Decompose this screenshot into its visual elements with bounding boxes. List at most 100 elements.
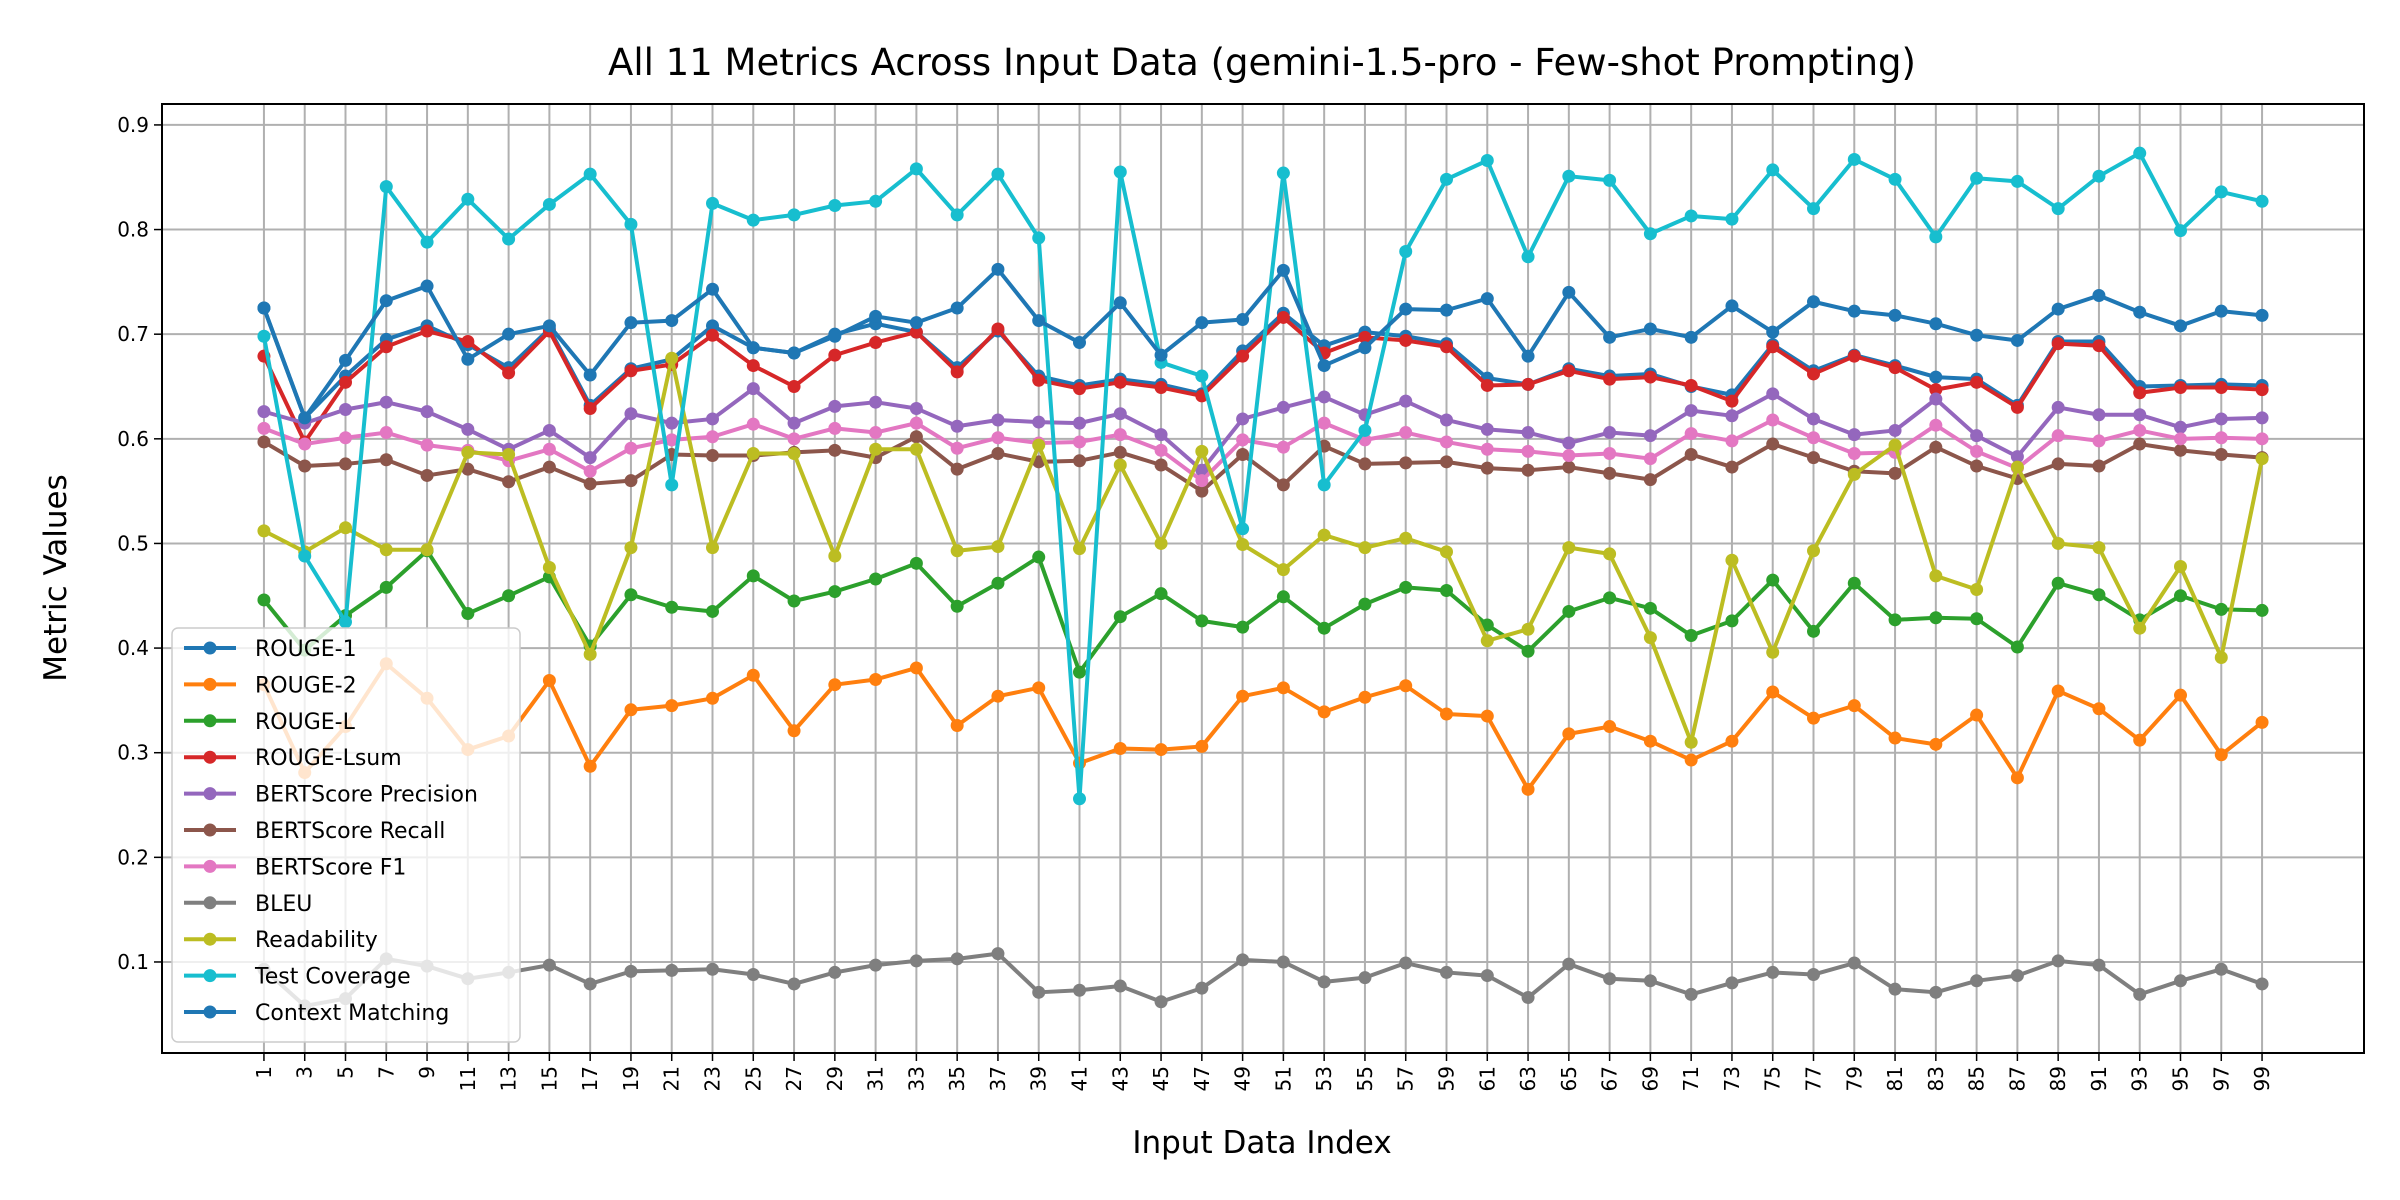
legend-marker (203, 823, 217, 837)
data-point (461, 445, 475, 459)
data-point (1358, 597, 1372, 611)
data-point (2255, 308, 2269, 322)
data-point (1399, 531, 1413, 545)
data-point (665, 314, 679, 328)
series-line (263, 386, 2263, 473)
legend-item: BERTScore F1 (184, 855, 406, 880)
x-tick-label: 61 (1475, 1066, 1499, 1091)
data-point (1113, 445, 1127, 459)
data-point (2051, 684, 2065, 698)
data-point (1847, 699, 1861, 713)
data-point (1766, 325, 1780, 339)
x-tick-label: 55 (1353, 1066, 1377, 1091)
y-tick-label: 0.4 (117, 636, 149, 660)
data-point (1684, 404, 1698, 418)
data-point (1113, 296, 1127, 310)
data-point (1725, 460, 1739, 474)
chart-title: All 11 Metrics Across Input Data (gemini… (608, 41, 1916, 84)
x-tick-label: 71 (1679, 1066, 1703, 1091)
data-point (1032, 373, 1046, 387)
data-point (2010, 333, 2024, 347)
x-tick-label: 21 (660, 1066, 684, 1091)
x-tick-label: 75 (1761, 1066, 1785, 1091)
data-point (1276, 681, 1290, 695)
data-point (1073, 336, 1086, 350)
data-point (1725, 614, 1739, 628)
data-point (706, 319, 719, 333)
data-point (542, 442, 556, 456)
data-point (1276, 955, 1290, 969)
data-point (950, 952, 964, 966)
data-point (1480, 461, 1494, 475)
data-point (2174, 974, 2187, 988)
data-point (1236, 620, 1250, 634)
data-point (1603, 972, 1617, 986)
data-point (2214, 748, 2228, 762)
legend-box (171, 627, 521, 1043)
x-tick-label: 87 (2005, 1066, 2029, 1091)
legend-item: BERTScore Precision (184, 783, 478, 808)
data-point (1970, 171, 1984, 185)
legend-item: BLEU (184, 892, 312, 917)
data-point (1929, 611, 1943, 625)
x-tick-label: 47 (1190, 1066, 1214, 1091)
data-point (787, 208, 801, 222)
data-point (1603, 591, 1617, 605)
data-point (2174, 381, 2187, 395)
data-point (991, 540, 1005, 554)
data-point (420, 468, 434, 482)
data-point (583, 477, 597, 491)
data-point (665, 600, 679, 614)
data-point (1195, 444, 1209, 458)
data-point (583, 759, 597, 773)
data-point (339, 521, 352, 535)
data-point (1399, 426, 1413, 440)
data-point (1236, 537, 1250, 551)
data-point (2174, 559, 2187, 573)
data-point (869, 426, 883, 440)
data-point (339, 353, 352, 367)
data-point (706, 691, 719, 705)
legend-label: BLEU (255, 892, 312, 917)
data-point (298, 437, 312, 451)
data-point (461, 335, 475, 349)
data-point (991, 576, 1005, 590)
data-point (2133, 305, 2147, 319)
data-point (2214, 304, 2228, 318)
data-point (1480, 378, 1494, 392)
legend-label: ROUGE-2 (255, 673, 357, 698)
data-point (1888, 438, 1902, 452)
data-point (1643, 631, 1657, 645)
data-point (2214, 381, 2228, 395)
data-point (746, 968, 760, 982)
y-tick-label: 0.7 (117, 322, 149, 346)
data-point (1807, 544, 1820, 558)
x-tick-label: 35 (945, 1066, 969, 1091)
x-tick-label: 11 (456, 1066, 480, 1091)
data-point (2255, 194, 2269, 208)
data-point (2010, 460, 2024, 474)
data-point (1358, 541, 1372, 555)
data-point (1032, 438, 1046, 452)
x-tick-label: 67 (1598, 1066, 1622, 1091)
data-point (298, 459, 312, 473)
data-point (1154, 995, 1168, 1009)
data-point (1480, 709, 1494, 723)
data-point (2092, 958, 2106, 972)
y-tick-label: 0.2 (117, 845, 149, 869)
data-point (2214, 185, 2228, 199)
data-point (1643, 370, 1657, 384)
data-point (2214, 962, 2228, 976)
data-point (583, 977, 597, 991)
y-axis: 0.1 0.2 0.3 0.4 0.5 0.6 0.7 0.8 0.9 (117, 113, 162, 974)
data-point (1643, 322, 1657, 336)
data-point (1562, 541, 1576, 555)
data-point (1480, 292, 1494, 306)
series-context-matching (257, 262, 2269, 425)
data-point (950, 419, 964, 433)
data-point (1766, 340, 1780, 354)
data-point (828, 965, 842, 979)
data-point (1073, 983, 1086, 997)
data-point (2010, 400, 2024, 414)
data-point (1766, 685, 1780, 699)
